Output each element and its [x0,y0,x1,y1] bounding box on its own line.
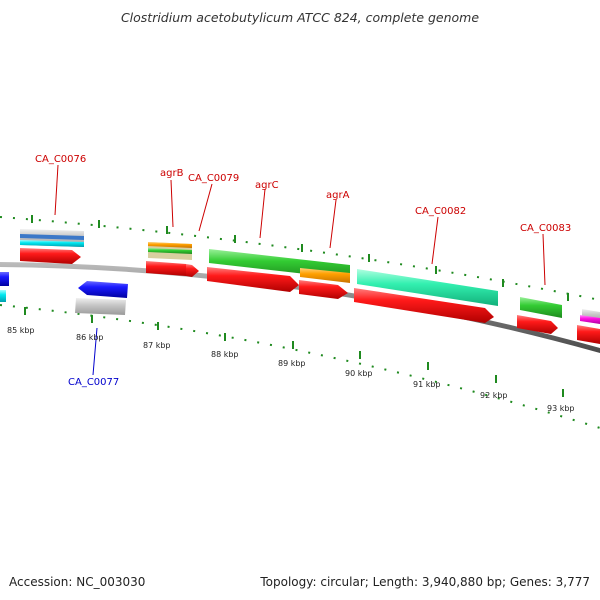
gene-labels: CA_C0076 CA_C0077 agrB CA_C0079 agrC agr… [35,154,571,388]
outer-tick-track [0,216,600,301]
tick-label-90kbp: 90 kbp [345,369,373,378]
accession-label: Accession: NC_003030 [9,575,146,589]
tick-label-87kbp: 87 kbp [143,341,171,350]
gene-label-ca-c0079[interactable]: CA_C0079 [188,173,239,184]
gene-agrc-features[interactable] [207,249,350,299]
gene-label-agra[interactable]: agrA [326,190,350,201]
gene-label-ca-c0082[interactable]: CA_C0082 [415,206,466,217]
tick-label-89kbp: 89 kbp [278,359,306,368]
tick-label-91kbp: 91 kbp [413,380,441,389]
gene-label-agrb[interactable]: agrB [160,168,184,179]
major-ticks [24,215,569,397]
gene-agrb-features[interactable] [146,242,199,277]
tick-label-88kbp: 88 kbp [211,350,239,359]
tick-label-86kbp: 86 kbp [76,333,104,342]
tick-label-85kbp: 85 kbp [7,326,35,335]
partial-gene-left [0,272,9,302]
label-leaders [54,164,546,376]
tick-label-92kbp: 92 kbp [480,391,508,400]
gene-label-ca-c0083[interactable]: CA_C0083 [520,223,571,234]
gene-ca-c0082-features[interactable] [354,269,498,323]
gene-label-ca-c0077[interactable]: CA_C0077 [68,377,119,388]
partial-gene-right [577,309,600,344]
gene-label-agrc[interactable]: agrC [255,180,279,191]
gene-ca-c0076-features[interactable] [20,229,84,264]
gene-ca-c0077-features[interactable] [75,281,128,315]
map-title: Clostridium acetobutylicum ATCC 824, com… [120,10,480,25]
gene-label-ca-c0076[interactable]: CA_C0076 [35,154,86,165]
position-tick-labels: 85 kbp 86 kbp 87 kbp 88 kbp 89 kbp 90 kb… [7,326,575,413]
gene-ca-c0083-features[interactable] [517,297,562,334]
tick-label-93kbp: 93 kbp [547,404,575,413]
genome-stats-label: Topology: circular; Length: 3,940,880 bp… [260,575,590,589]
